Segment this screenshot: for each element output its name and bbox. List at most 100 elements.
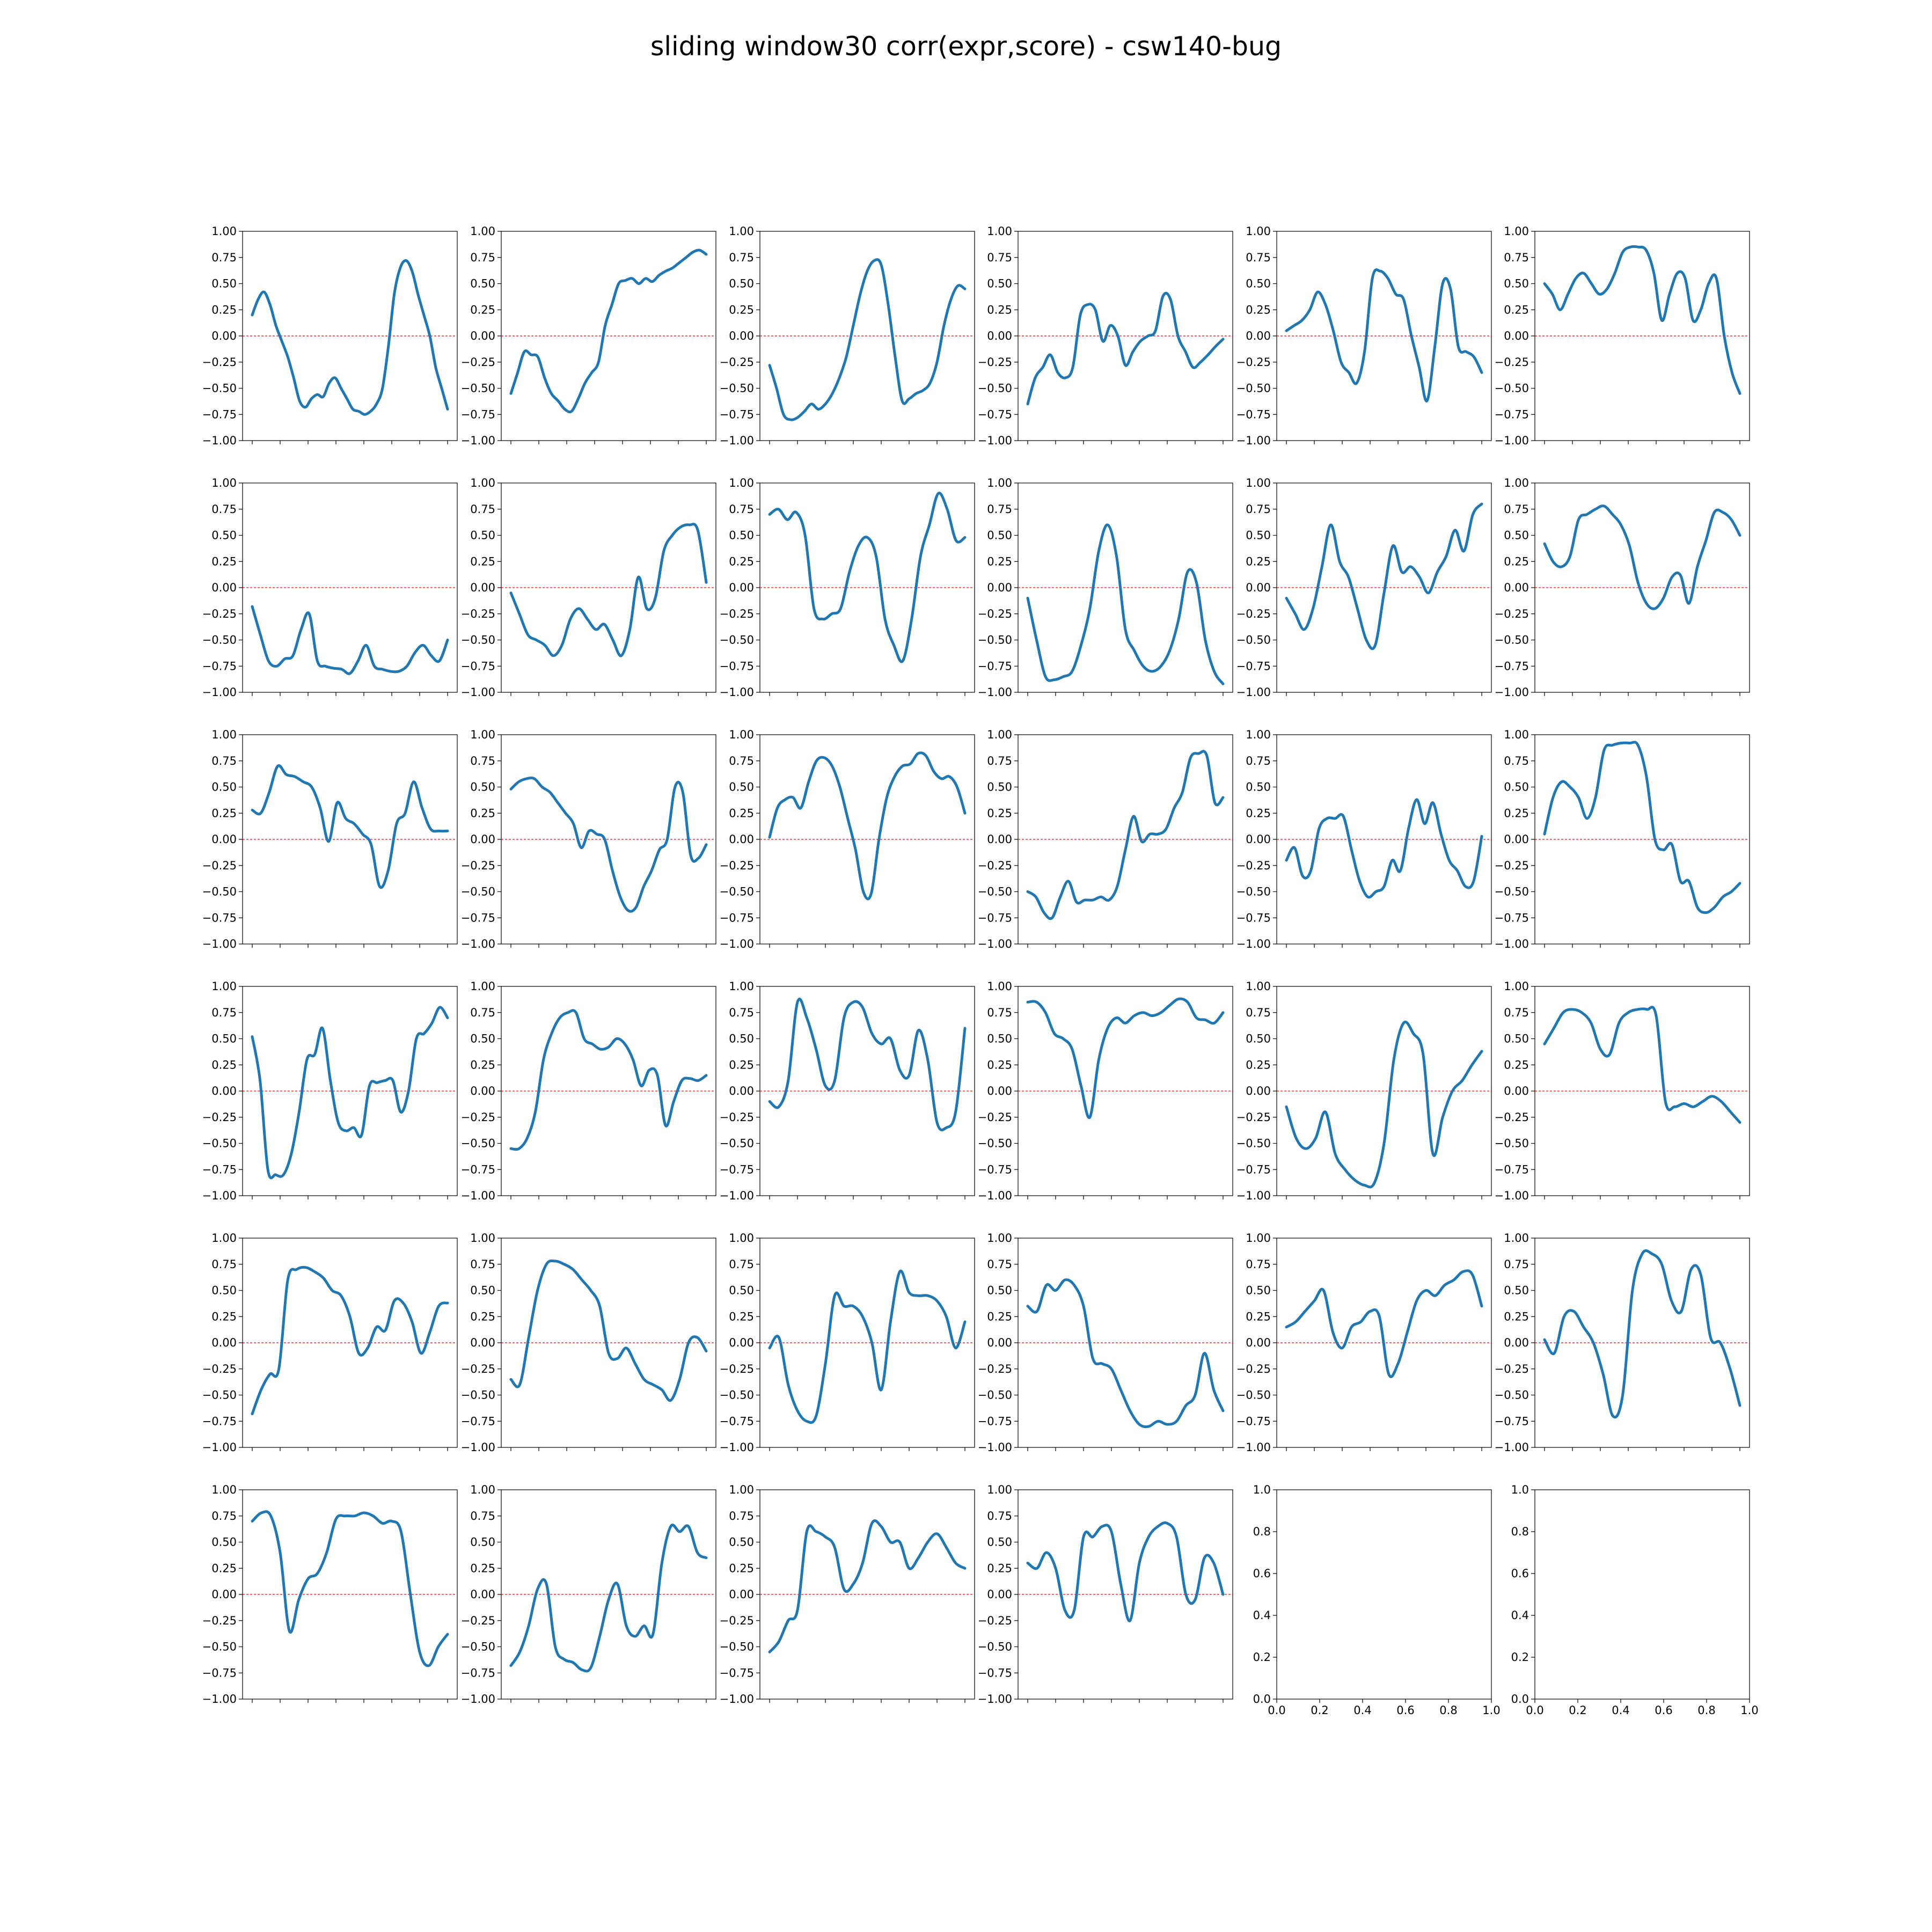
y-tick-label: −0.50 — [720, 1137, 754, 1150]
y-tick-label: 1.00 — [987, 728, 1012, 741]
y-tick-label: 0.75 — [729, 1258, 754, 1271]
y-tick-label: 0.25 — [1246, 303, 1271, 316]
series-line — [509, 1009, 708, 1151]
y-tick-label: 0.75 — [729, 251, 754, 264]
y-tick-label: −0.50 — [461, 382, 495, 395]
subplot: 1.00 0.75 0.50 0.25 0.00 −0.25 −0.50 −0.75 −1.00 — [978, 1232, 1233, 1454]
y-tick-label: −0.75 — [202, 911, 237, 924]
y-tick-label: 0.00 — [987, 330, 1012, 342]
y-tick-label: 0.2 — [1511, 1651, 1529, 1664]
y-tick-label: −0.75 — [978, 660, 1012, 672]
y-tick-label: −0.75 — [1236, 1415, 1271, 1428]
y-tick-label: 0.50 — [1504, 1033, 1529, 1045]
y-tick-label: −0.25 — [1495, 859, 1529, 872]
y-tick-label: 0.00 — [1504, 581, 1529, 594]
y-tick-label: 0.50 — [211, 1536, 237, 1549]
y-tick-label: 0.50 — [729, 1284, 754, 1297]
series-line — [509, 523, 708, 657]
y-tick-label: −0.50 — [461, 1641, 495, 1653]
y-tick-label: 1.00 — [211, 728, 237, 741]
y-tick-label: 0.00 — [987, 1336, 1012, 1349]
y-tick-label: 1.00 — [987, 477, 1012, 489]
y-tick-label: 0.0 — [1253, 1693, 1271, 1706]
y-tick-label: 0.50 — [987, 277, 1012, 290]
y-tick-label: 0.50 — [211, 1284, 237, 1297]
subplot: 1.00 0.75 0.50 0.25 0.00 −0.25 −0.50 −0.75 −1.00 — [202, 728, 458, 950]
y-tick-label: −0.25 — [978, 1614, 1012, 1627]
y-tick-label: −0.25 — [461, 1614, 495, 1627]
y-tick-label: −0.25 — [461, 608, 495, 620]
x-tick-label: 0.2 — [1311, 1704, 1328, 1717]
y-tick-label: 1.00 — [211, 1232, 237, 1245]
y-tick-label: 0.00 — [1246, 581, 1271, 594]
subplot: 1.00 0.75 0.50 0.25 0.00 −0.25 −0.50 −0.75 −1.00 — [1495, 728, 1750, 950]
y-tick-label: 1.00 — [211, 980, 237, 993]
y-tick-label: −0.75 — [978, 1163, 1012, 1176]
y-tick-label: −0.25 — [461, 1363, 495, 1375]
y-tick-label: −0.25 — [202, 1111, 237, 1124]
y-tick-label: 0.75 — [729, 755, 754, 767]
y-tick-label: 0.75 — [470, 755, 495, 767]
y-tick-label: −0.75 — [202, 660, 237, 672]
y-tick-label: −0.75 — [978, 911, 1012, 924]
y-tick-label: 0.75 — [729, 1006, 754, 1019]
y-tick-label: −0.50 — [978, 1641, 1012, 1653]
y-tick-label: −0.25 — [720, 608, 754, 620]
y-tick-label: −0.75 — [202, 1666, 237, 1679]
y-tick-label: 1.00 — [470, 980, 495, 993]
axes-frame — [1534, 1489, 1750, 1700]
series-line — [768, 1269, 967, 1424]
y-tick-label: 0.50 — [1246, 1033, 1271, 1045]
y-tick-label: −0.50 — [978, 1389, 1012, 1402]
y-tick-label: −0.25 — [720, 1111, 754, 1124]
subplot: 1.00 0.75 0.50 0.25 0.00 −0.25 −0.50 −0.75 −1.00 — [461, 225, 716, 447]
y-tick-label: 0.00 — [1246, 833, 1271, 846]
y-tick-label: −0.75 — [461, 911, 495, 924]
y-tick-label: −0.50 — [1495, 885, 1529, 898]
y-tick-label: −0.25 — [978, 859, 1012, 872]
y-tick-label: −0.75 — [720, 911, 754, 924]
y-tick-label: 0.75 — [211, 251, 237, 264]
y-tick-label: 0.00 — [211, 1588, 237, 1601]
y-tick-label: 0.25 — [211, 303, 237, 316]
series-line — [1543, 245, 1741, 395]
y-tick-label: 0.50 — [729, 1033, 754, 1045]
series-line — [1543, 504, 1741, 610]
y-tick-label: −1.00 — [720, 938, 754, 950]
y-tick-label: −0.75 — [1495, 911, 1529, 924]
series-line — [1026, 523, 1225, 685]
y-tick-label: −0.25 — [1236, 859, 1271, 872]
y-tick-label: −0.50 — [978, 382, 1012, 395]
y-tick-label: 0.75 — [211, 503, 237, 516]
y-tick-label: 0.25 — [987, 303, 1012, 316]
y-tick-label: −0.50 — [720, 1389, 754, 1402]
y-tick-label: 0.50 — [470, 277, 495, 290]
y-tick-label: 1.00 — [987, 1483, 1012, 1496]
y-tick-label: 0.50 — [729, 1536, 754, 1549]
subplot: 1.00 0.75 0.50 0.25 0.00 −0.25 −0.50 −0.75 −1.00 — [1495, 1232, 1750, 1454]
y-tick-label: 0.75 — [1246, 755, 1271, 767]
y-tick-label: 0.00 — [729, 833, 754, 846]
y-tick-label: −0.75 — [1236, 660, 1271, 672]
y-tick-label: 0.50 — [1504, 1284, 1529, 1297]
y-tick-label: −0.75 — [461, 1666, 495, 1679]
y-tick-label: 0.00 — [1504, 330, 1529, 342]
y-tick-label: 1.00 — [987, 225, 1012, 238]
y-tick-label: −0.50 — [202, 1389, 237, 1402]
y-tick-label: 0.50 — [211, 277, 237, 290]
y-tick-label: 1.00 — [470, 477, 495, 489]
series-line — [1026, 750, 1225, 920]
x-tick-label: 0.8 — [1439, 1704, 1457, 1717]
series-line — [768, 997, 967, 1131]
series-line — [251, 259, 449, 416]
y-tick-label: 0.75 — [729, 503, 754, 516]
y-tick-label: 0.75 — [987, 251, 1012, 264]
y-tick-label: 1.00 — [1504, 1232, 1529, 1245]
y-tick-label: 0.00 — [470, 1336, 495, 1349]
y-tick-label: 0.00 — [987, 1085, 1012, 1097]
x-tick-label: 0.2 — [1569, 1704, 1586, 1717]
y-tick-label: 0.00 — [470, 581, 495, 594]
subplot: 1.0 0.8 0.6 0.4 0.2 0.00.0 0.2 0.4 0.6 0.8 1.0 — [1511, 1483, 1759, 1717]
y-tick-label: 0.00 — [470, 833, 495, 846]
y-tick-label: −0.50 — [1495, 382, 1529, 395]
